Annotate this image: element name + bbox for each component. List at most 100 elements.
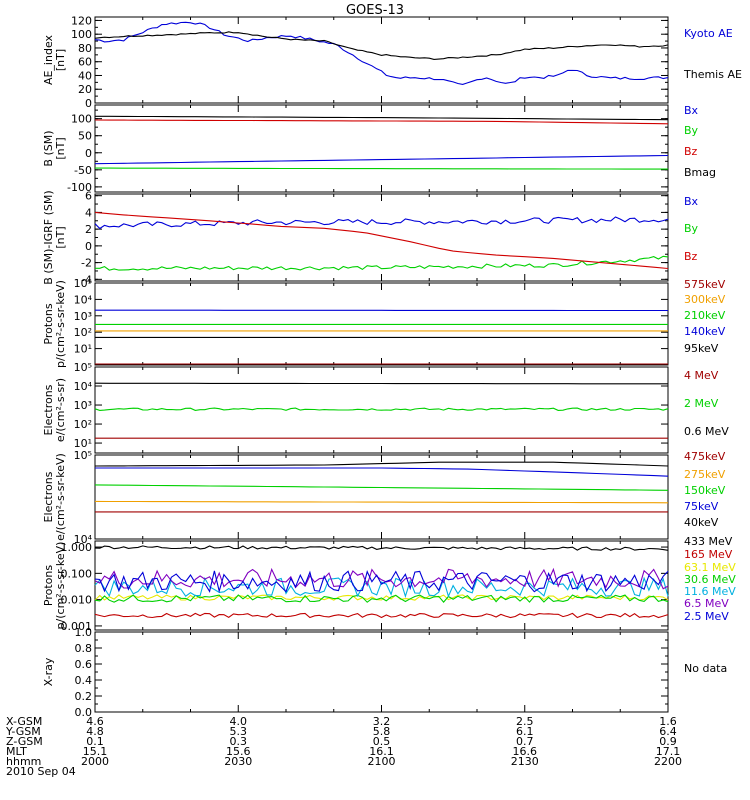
footer-value: 0.1	[86, 735, 104, 748]
y-axis-label: Electrons	[42, 471, 55, 522]
legend-label: 11.6 MeV	[684, 585, 736, 598]
panel-b-minus-igrf: -4 -2 0 2 4 6 B (SM)-IGRF (SM) [nT] Bx By Bz	[42, 190, 699, 287]
panel-frame	[94, 540, 669, 631]
y-axis-label: B (SM)	[42, 130, 55, 166]
y-tick-label: 60	[78, 56, 92, 69]
footer-value: 6.4	[659, 725, 677, 738]
legend-label: 6.5 MeV	[684, 597, 729, 610]
panel-electrons-kev: 10⁴ 10⁵ Electrons e/(cm²-s-sr-keV) 475keV 275…	[42, 449, 726, 546]
series-line-30-6-mev	[94, 594, 669, 603]
panel-frame	[94, 631, 669, 713]
legend-label: Bx	[684, 104, 699, 117]
y-tick-label: 1.000	[61, 541, 93, 554]
series-line-75kev	[95, 467, 669, 477]
legend-label: 210keV	[684, 309, 726, 322]
footer-value: 2000	[81, 755, 109, 768]
panel-b-sm: -100 -50 0 50 100 B (SM) [nT] Bx By Bz Bmag	[42, 104, 716, 194]
y-tick-label: 0.100	[61, 567, 93, 580]
y-tick-label: 10³	[74, 399, 92, 412]
legend-label: Bz	[684, 145, 698, 158]
series-line-6-5-mev	[94, 567, 669, 590]
legend-label: 95keV	[684, 342, 719, 355]
y-tick-label: 120	[71, 14, 92, 27]
legend-label: Themis AE	[683, 68, 742, 81]
y-tick-label: 10⁵	[74, 449, 92, 462]
y-axis-label: Electrons	[42, 384, 55, 435]
y-tick-label: 4	[85, 206, 92, 219]
legend-label: Bz	[684, 250, 698, 263]
footer-value: 0.5	[373, 735, 391, 748]
panel-x-ray: 0.0 0.2 0.4 0.6 0.8 1.0 X-ray No data	[42, 626, 727, 719]
footer-value: 2030	[224, 755, 252, 768]
y-tick-label: 0.010	[61, 594, 93, 607]
footer-row-label: X-GSM	[6, 715, 42, 728]
y-axis-label: Protons	[42, 303, 55, 344]
legend-label: 475keV	[684, 450, 726, 463]
legend-label: No data	[684, 662, 727, 675]
y-tick-label: 2	[85, 223, 92, 236]
footer-value: 0.3	[230, 735, 248, 748]
y-tick-label: -4	[81, 273, 92, 286]
footer-value: 17.1	[656, 745, 681, 758]
y-tick-label: 10¹	[74, 343, 92, 356]
series-line-11-6-mev	[94, 576, 669, 599]
footer-value: 5.3	[230, 725, 248, 738]
y-axis-unit: [nT]	[54, 137, 67, 159]
y-tick-label: 100	[71, 113, 92, 126]
series-line-bmag	[95, 115, 669, 121]
legend-label: Bmag	[684, 166, 716, 179]
series-line-themis-ae	[94, 31, 669, 60]
y-axis-label: Protons	[42, 565, 55, 606]
y-tick-label: 40	[78, 69, 92, 82]
series-line-bz	[94, 211, 669, 270]
footer-row-label: 2010 Sep 04	[6, 765, 76, 778]
legend-label: 30.6 MeV	[684, 573, 736, 586]
footer-value: 16.1	[369, 745, 394, 758]
series-line-by	[95, 255, 669, 271]
footer-value: 2100	[368, 755, 396, 768]
legend-label: By	[684, 124, 699, 137]
y-axis-label: B (SM)-IGRF (SM)	[42, 190, 55, 284]
y-tick-label: 10⁴	[74, 380, 93, 393]
y-axis-unit: [nT]	[54, 49, 67, 71]
legend-label: 575keV	[684, 278, 726, 291]
panel-protons-mev: 0.001 0.010 0.100 1.000 Protons p/(cm²-s-sr-k…	[42, 535, 736, 633]
series-line-bz	[94, 119, 669, 125]
y-tick-label: 1.0	[75, 626, 93, 639]
series-line-bx	[94, 154, 669, 165]
y-tick-label: 10³	[74, 310, 92, 323]
legend-label: 140keV	[684, 325, 726, 338]
footer-value: 4.0	[230, 715, 248, 728]
series-line-2-5-mev	[94, 569, 669, 594]
y-tick-label: 100	[71, 28, 92, 41]
series-line-2-mev	[94, 407, 669, 411]
y-tick-label: 0	[85, 240, 92, 253]
y-tick-label: 0	[85, 147, 92, 160]
legend-label: 4 MeV	[684, 369, 719, 382]
y-tick-label: -2	[81, 257, 92, 270]
legend-label: By	[684, 222, 699, 235]
series-line-40kev	[94, 461, 669, 467]
y-tick-label: -100	[67, 181, 92, 194]
footer-value: 4.8	[86, 725, 104, 738]
footer-value: 3.2	[373, 715, 391, 728]
y-tick-label: 10⁵	[74, 361, 92, 374]
y-tick-label: 10¹	[74, 437, 92, 450]
y-tick-label: 0.4	[75, 674, 93, 687]
footer-value: 4.6	[86, 715, 104, 728]
legend-label: 40keV	[684, 516, 719, 529]
figure-title: GOES-13	[346, 3, 404, 18]
footer-value: 0.7	[516, 735, 534, 748]
y-tick-label: 10²	[74, 418, 92, 431]
legend-label: 2 MeV	[684, 397, 719, 410]
legend-label: 165 MeV	[684, 548, 733, 561]
series-line-275kev	[94, 500, 669, 504]
y-axis-unit: p/(cm²-s-sr-keV)	[54, 280, 67, 368]
y-tick-label: 10²	[74, 326, 92, 339]
footer-value: 0.9	[659, 735, 677, 748]
series-line-kyoto-ae	[94, 21, 669, 85]
footer-value: 2.5	[516, 715, 534, 728]
